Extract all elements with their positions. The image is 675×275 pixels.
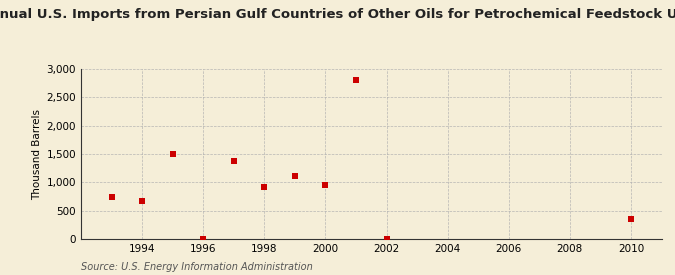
Point xyxy=(259,185,270,189)
Point xyxy=(320,183,331,187)
Point xyxy=(106,194,117,199)
Point xyxy=(350,78,361,82)
Text: Source: U.S. Energy Information Administration: Source: U.S. Energy Information Administ… xyxy=(81,262,313,272)
Point xyxy=(137,198,148,203)
Point xyxy=(198,237,209,241)
Point xyxy=(167,152,178,156)
Y-axis label: Thousand Barrels: Thousand Barrels xyxy=(32,109,43,199)
Point xyxy=(381,237,392,241)
Point xyxy=(290,174,300,178)
Point xyxy=(626,217,637,221)
Text: Annual U.S. Imports from Persian Gulf Countries of Other Oils for Petrochemical : Annual U.S. Imports from Persian Gulf Co… xyxy=(0,8,675,21)
Point xyxy=(228,159,239,163)
